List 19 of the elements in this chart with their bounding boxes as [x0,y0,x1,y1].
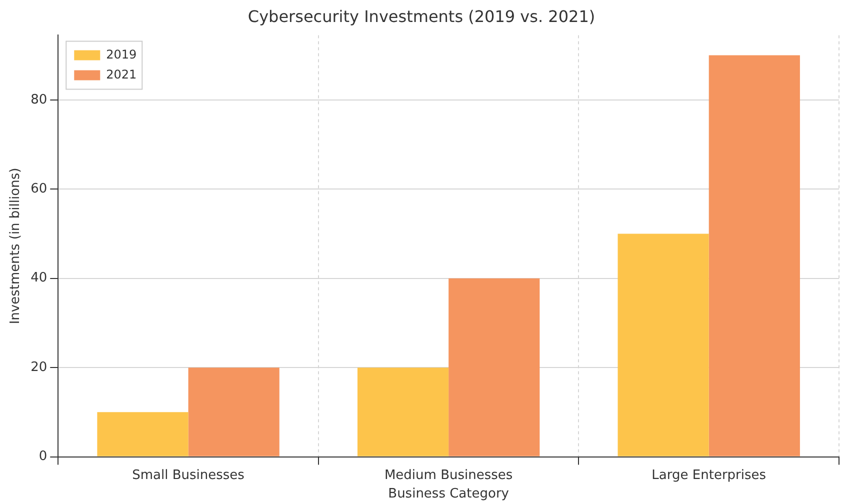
y-tick-label: 40 [30,270,48,286]
bar [357,368,449,456]
bar [618,234,709,456]
bar [188,368,280,456]
bar [97,412,188,456]
legend-label: 2019 [106,47,137,62]
y-tick-label: 20 [30,360,48,375]
chart-title: Cybersecurity Investments (2019 vs. 2021) [248,6,596,26]
y-axis-title: Investments (in billions) [8,168,24,324]
x-axis-title: Business Category [388,486,510,502]
y-tick-label: 80 [30,92,48,108]
y-tick-label: 60 [30,181,48,196]
bar [708,55,800,456]
legend-label: 2021 [106,67,137,82]
y-tick-label: 0 [38,449,48,464]
x-tick-label: Large Enterprises [652,468,766,483]
bar [448,278,540,456]
x-tick-label: Medium Businesses [384,468,513,483]
x-tick-label: Small Businesses [132,468,245,483]
